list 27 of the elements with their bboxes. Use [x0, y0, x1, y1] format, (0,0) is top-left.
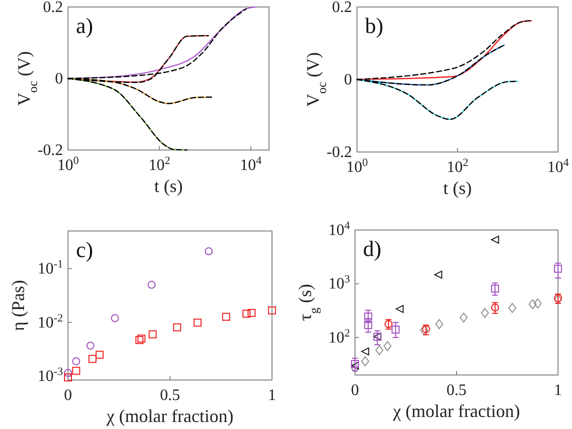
annotation: a): [76, 13, 94, 38]
x-tick-label: 1: [554, 382, 562, 399]
x-tick-label: 10$^{4}$: [240, 155, 262, 174]
x-axis-title: t (s): [154, 176, 183, 196]
y-tick-label: 0: [55, 70, 63, 88]
x-tick-label: 0.5: [160, 387, 180, 404]
y-tick-label: 0.2: [332, 0, 352, 16]
x-tick-label: 1: [268, 387, 276, 404]
y-tick-label: 10$^{4}$: [328, 220, 350, 239]
y-tick-label: 10$^{-1}$: [38, 258, 63, 278]
annotation: d): [363, 236, 382, 261]
x-axis-title: χ (molar fraction): [392, 401, 520, 421]
x-tick-label: 10$^{2}$: [148, 155, 170, 174]
x-tick-label: 10$^{4}$: [547, 157, 570, 176]
x-tick-label: 0.5: [446, 382, 466, 399]
annotation: c): [76, 237, 94, 262]
y-tick-label: 0: [344, 72, 352, 88]
y-axis-title: η (Pas): [8, 280, 28, 331]
x-axis-title: χ (molar fraction): [106, 406, 234, 426]
y-tick-label: 0.2: [43, 0, 63, 16]
x-tick-label: 10$^{2}$: [446, 157, 468, 176]
y-tick-label: 10$^{3}$: [328, 274, 350, 293]
annotation: b): [365, 13, 384, 38]
x-axis-title: t (s): [443, 178, 472, 198]
y-tick-label: 10$^{-2}$: [38, 312, 63, 332]
y-tick-label: 10$^{-3}$: [38, 366, 64, 386]
y-tick-label: 10$^{2}$: [328, 327, 350, 346]
